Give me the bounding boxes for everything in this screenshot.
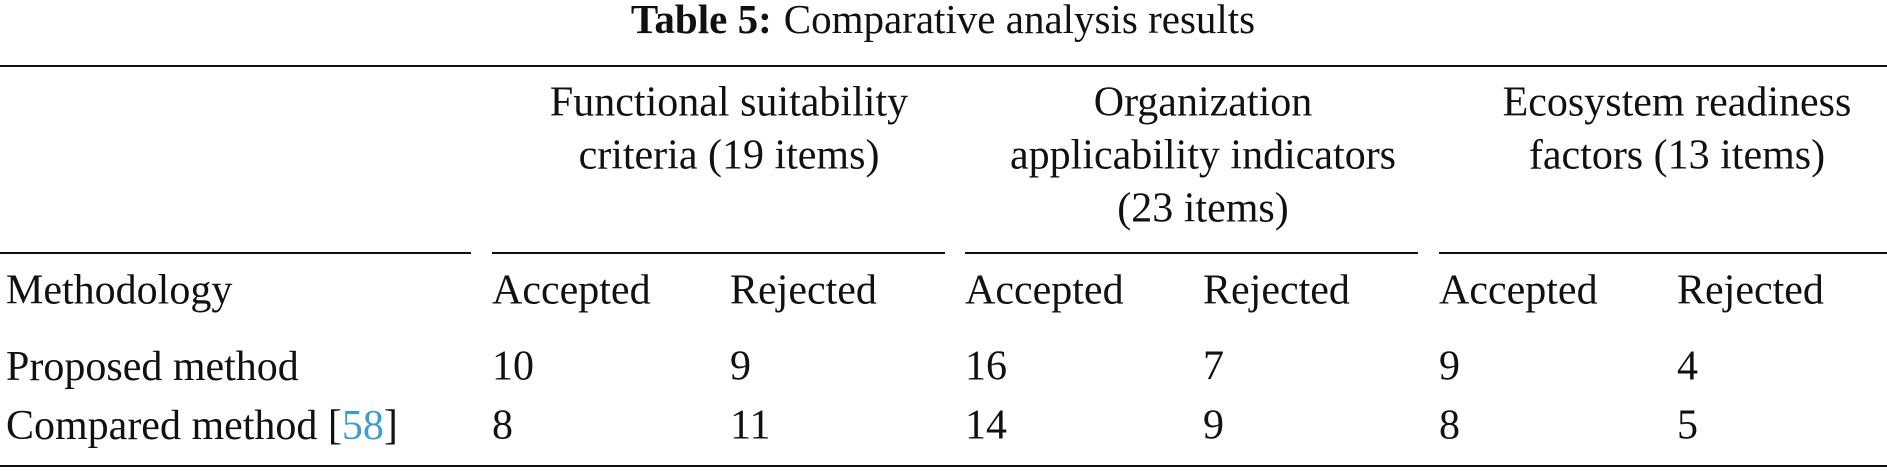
group-header: Organization [1094,80,1313,126]
group-header: Ecosystem readiness [1503,80,1852,126]
caption-label: Table 5: [631,0,772,42]
cell: 9 [1439,344,1460,390]
group-header: factors (13 items) [1529,133,1825,179]
cell: 8 [492,403,513,449]
cell: 11 [730,403,770,449]
row-label: Compared method [58] [6,403,398,449]
citation: 58 [342,403,384,449]
column-header: Accepted [492,268,651,314]
cell: 9 [730,344,751,390]
cell: 8 [1439,403,1460,449]
group-header: applicability indicators [1010,133,1396,179]
column-header: Rejected [1677,268,1824,314]
caption-text: Comparative analysis results [784,0,1255,42]
row-label-text: ] [384,403,398,449]
cell: 5 [1677,403,1698,449]
column-header: Rejected [730,268,877,314]
row-label: Proposed method [6,344,299,390]
column-header: Accepted [1439,268,1598,314]
column-header: Methodology [6,268,232,314]
cell: 4 [1677,344,1698,390]
row-label-text: Compared method [ [6,403,342,449]
cell: 16 [965,344,1007,390]
table-caption: Table 5: Comparative analysis results [631,0,1255,42]
group-header: Functional suitability [550,80,908,126]
cell: 14 [965,403,1007,449]
cell: 9 [1203,403,1224,449]
column-header: Rejected [1203,268,1350,314]
group-header: criteria (19 items) [579,133,880,179]
column-header: Accepted [965,268,1124,314]
group-header: (23 items) [1117,186,1288,232]
cell: 10 [492,344,534,390]
row-label-text: Proposed method [6,344,299,390]
cell: 7 [1203,344,1224,390]
